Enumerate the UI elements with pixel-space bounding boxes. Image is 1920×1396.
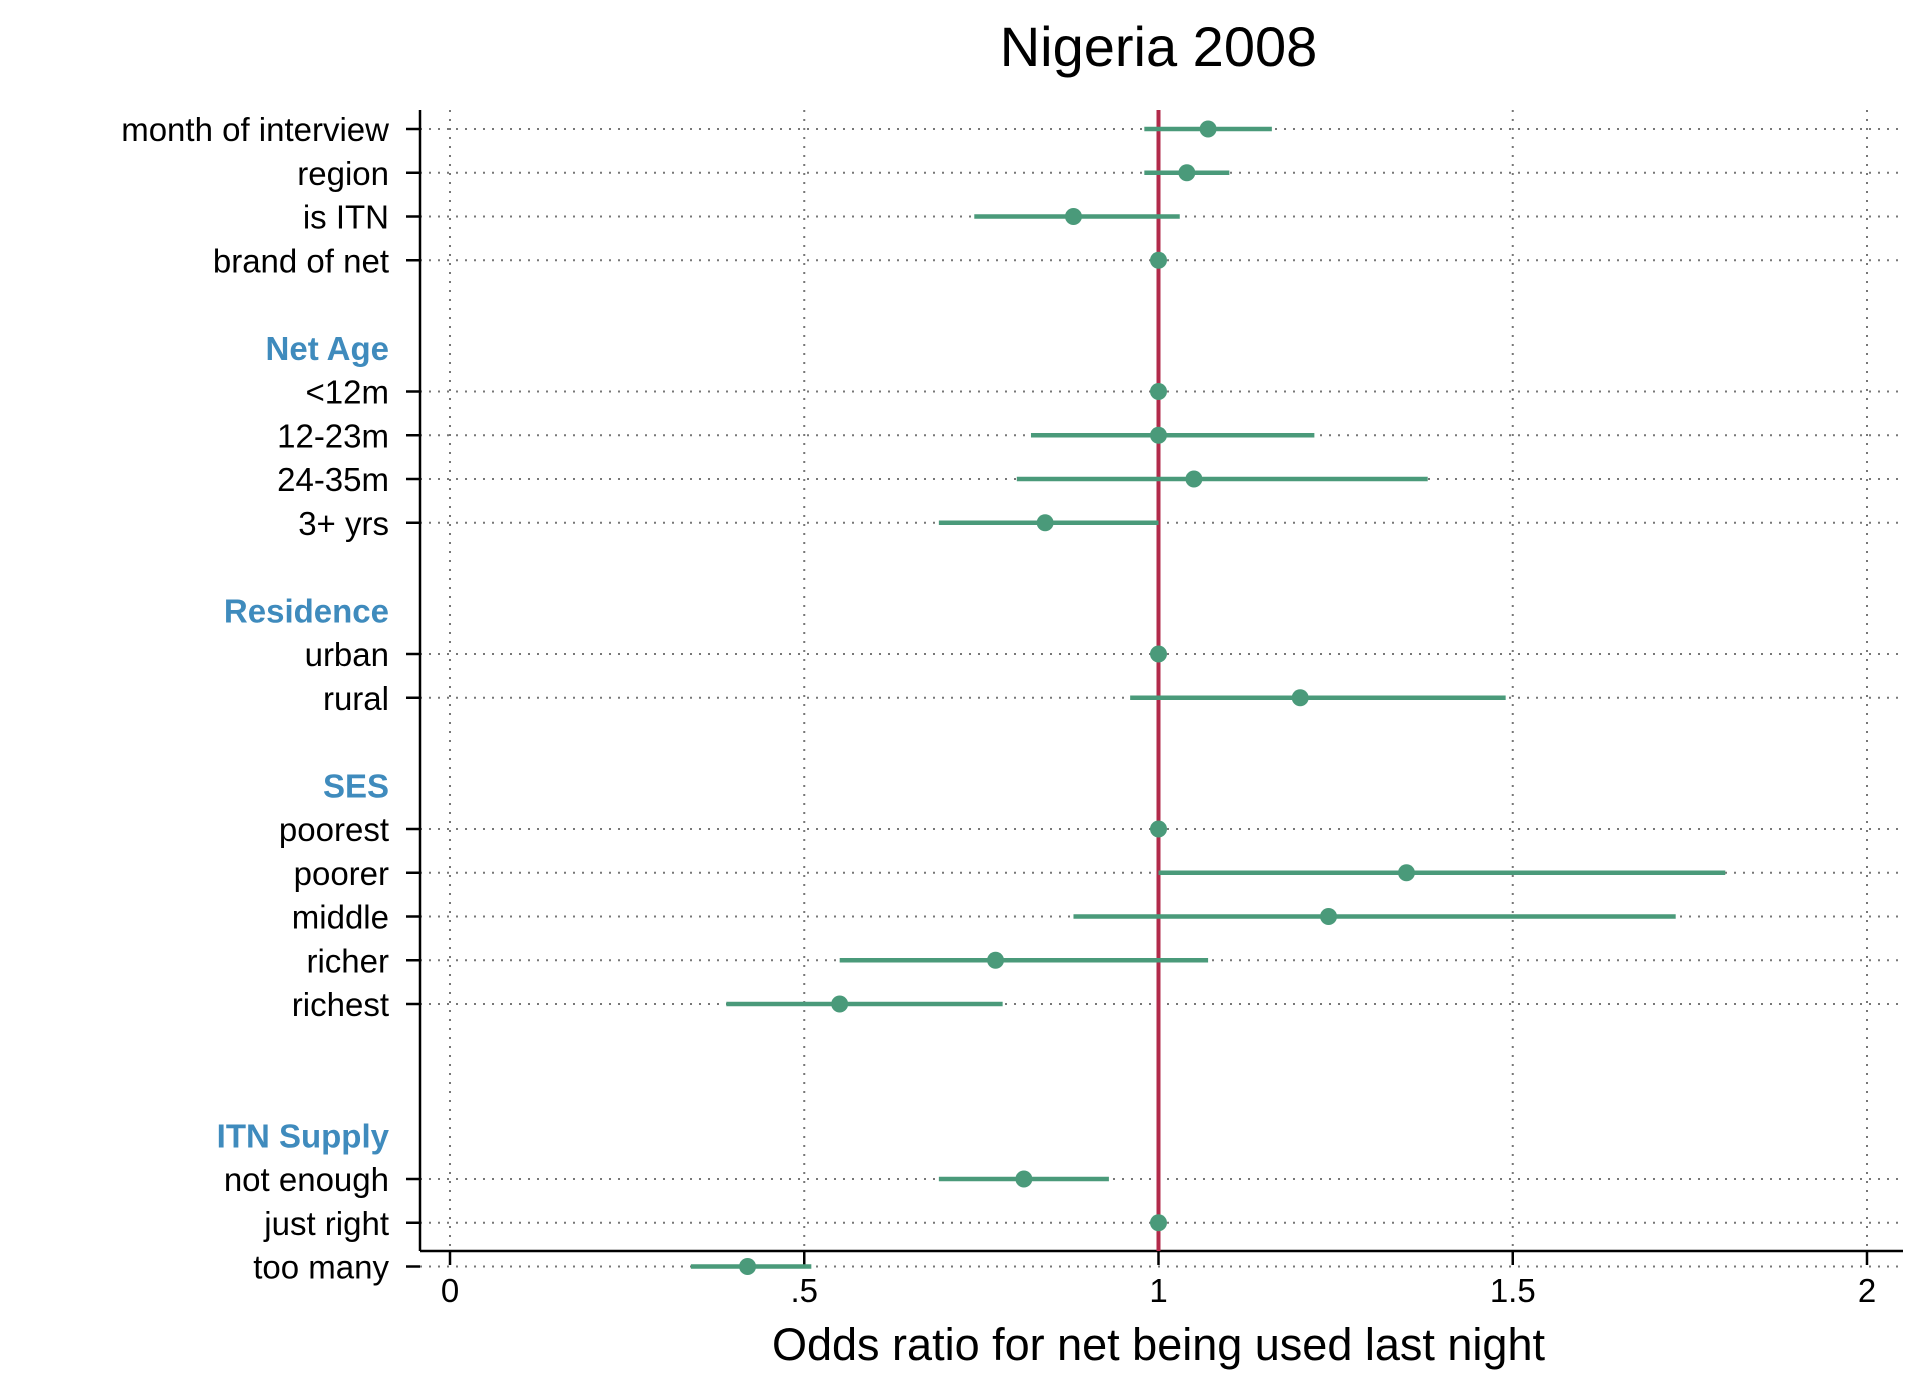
- estimate-point: [1185, 470, 1203, 488]
- group-header: ITN Supply: [217, 1117, 390, 1154]
- y-tick-label: poorest: [279, 811, 389, 848]
- estimate-point: [1036, 514, 1054, 532]
- group-header: SES: [323, 767, 389, 804]
- chart-title: Nigeria 2008: [1000, 15, 1318, 78]
- estimate-point: [1178, 164, 1196, 182]
- grid-layer: [420, 110, 1903, 1268]
- estimate-point: [1150, 426, 1167, 444]
- y-tick-label: <12m: [306, 374, 389, 411]
- axes-layer: [406, 110, 1903, 1268]
- y-tick-label: not enough: [224, 1161, 389, 1198]
- estimate-point: [1150, 645, 1167, 663]
- y-tick-label: middle: [292, 899, 389, 936]
- estimate-point: [987, 951, 1005, 969]
- y-tick-label: poorer: [294, 855, 389, 892]
- x-tick-label: 2: [1858, 1272, 1876, 1309]
- x-tick-label: 1.5: [1490, 1272, 1536, 1309]
- y-tick-label: region: [297, 155, 389, 192]
- y-tick-label: 12-23m: [277, 417, 389, 454]
- y-tick-label: is ITN: [303, 199, 389, 236]
- y-tick-label: just right: [263, 1205, 389, 1242]
- estimate-point: [1015, 1170, 1033, 1188]
- group-header: Net Age: [266, 330, 389, 367]
- estimate-point: [831, 995, 849, 1013]
- x-axis-title: Odds ratio for net being used last night: [772, 1319, 1545, 1370]
- estimate-point: [1199, 120, 1217, 138]
- x-tick-label: .5: [790, 1272, 818, 1309]
- estimate-point: [1064, 208, 1082, 225]
- y-tick-label: 3+ yrs: [298, 505, 389, 542]
- estimate-point: [1320, 908, 1338, 925]
- estimate-point: [1150, 251, 1167, 269]
- y-tick-label: rural: [323, 680, 389, 717]
- estimate-point: [739, 1258, 757, 1275]
- estimate-point: [1291, 689, 1309, 707]
- estimate-point: [1150, 820, 1167, 838]
- y-tick-label: month of interview: [121, 111, 389, 148]
- x-tick-label: 1: [1149, 1272, 1167, 1309]
- group-header: Residence: [224, 592, 389, 629]
- y-tick-label: brand of net: [213, 242, 389, 279]
- estimate-point: [1150, 383, 1167, 400]
- x-tick-label: 0: [441, 1272, 459, 1309]
- estimate-point: [1397, 864, 1415, 882]
- estimate-point: [1150, 1214, 1167, 1232]
- y-tick-label: 24-35m: [277, 461, 389, 498]
- marks-layer: [690, 120, 1726, 1275]
- y-tick-label: richer: [306, 942, 389, 979]
- y-tick-label: too many: [253, 1249, 389, 1286]
- y-tick-label: richest: [292, 986, 389, 1023]
- labels-layer: month of interview region is ITN brand of n…: [121, 111, 1876, 1309]
- y-tick-label: urban: [305, 636, 389, 673]
